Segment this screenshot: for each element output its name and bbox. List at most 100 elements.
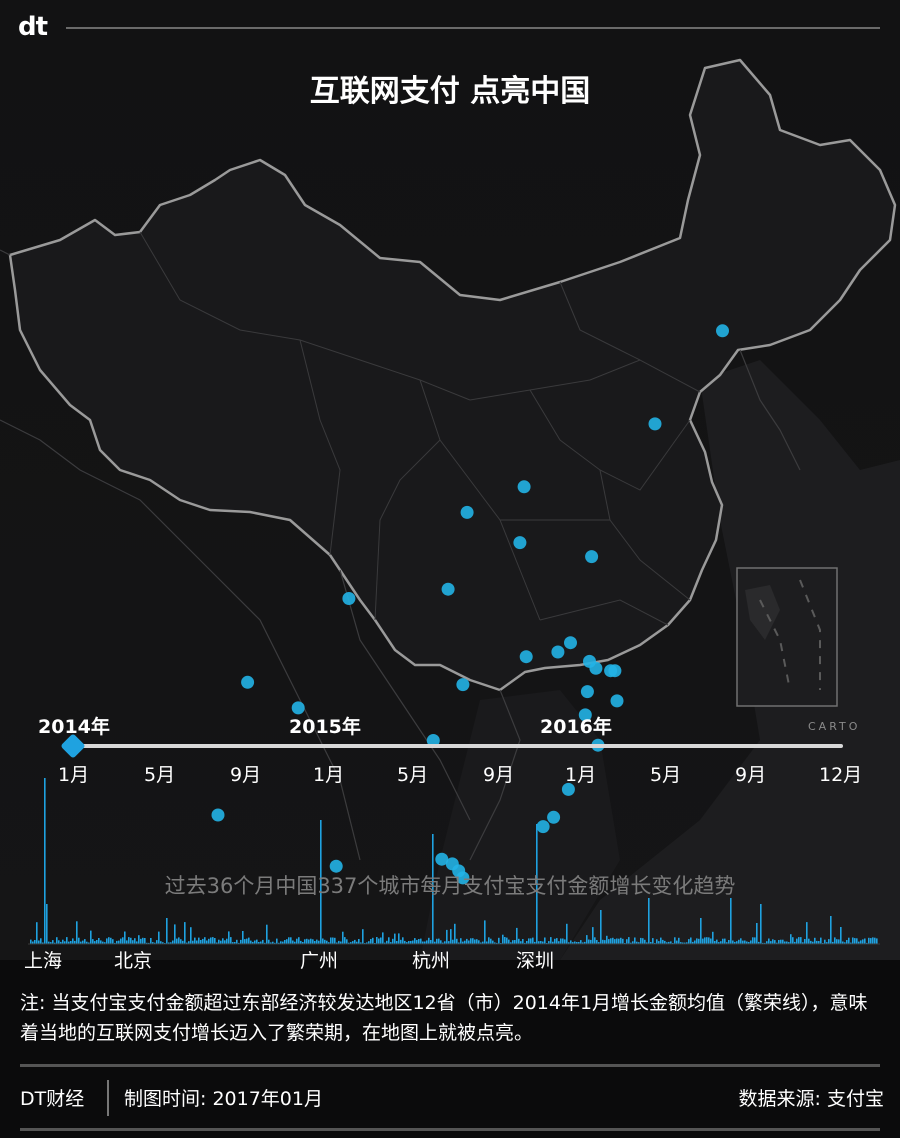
trend-bar — [644, 939, 646, 944]
trend-bar — [586, 935, 588, 944]
city-dot — [551, 645, 565, 659]
city-dot — [329, 859, 343, 873]
trend-bar — [238, 942, 240, 944]
trend-bar — [796, 938, 798, 944]
trend-bar — [290, 937, 292, 944]
trend-bar — [34, 940, 36, 944]
trend-bar — [498, 937, 500, 944]
trend-bar — [676, 940, 678, 944]
trend-bar — [122, 937, 124, 944]
timeline-month-label[interactable]: 1月 — [565, 764, 597, 786]
trend-bar — [664, 940, 666, 944]
timeline-month-label[interactable]: 5月 — [397, 764, 429, 786]
trend-bar — [774, 940, 776, 944]
trend-city-label: 深圳 — [516, 950, 555, 972]
trend-bar — [572, 942, 574, 944]
trend-bar — [588, 939, 590, 944]
trend-bar — [802, 942, 804, 944]
trend-bar — [734, 941, 736, 944]
trend-bar — [226, 938, 228, 944]
trend-bar — [614, 939, 616, 944]
trend-bar — [670, 941, 672, 944]
trend-bar — [214, 938, 216, 944]
trend-bar — [156, 940, 158, 944]
timeline-month-label[interactable]: 5月 — [650, 764, 682, 786]
timeline-month-label[interactable]: 1月 — [313, 764, 345, 786]
trend-bar — [400, 939, 402, 944]
trend-bar — [830, 916, 832, 944]
trend-bar — [598, 942, 600, 944]
trend-bar — [286, 939, 288, 944]
trend-bar — [704, 937, 706, 944]
trend-bar — [550, 937, 552, 944]
trend-bar — [344, 937, 346, 944]
trend-bar — [492, 940, 494, 944]
trend-bar — [114, 942, 116, 944]
trend-bar — [324, 939, 326, 944]
trend-bar — [520, 941, 522, 944]
city-dot — [435, 852, 449, 866]
trend-bar — [832, 941, 834, 944]
trend-bar — [634, 937, 636, 944]
trend-bar — [382, 932, 384, 944]
timeline-track[interactable] — [72, 744, 843, 748]
city-dot — [580, 685, 594, 699]
timeline-month-label[interactable]: 1月 — [58, 764, 90, 786]
trend-bar — [174, 924, 176, 944]
trend-bar — [456, 938, 458, 944]
timeline-month-label[interactable]: 9月 — [735, 764, 767, 786]
trend-city-label: 上海 — [24, 950, 63, 972]
trend-bar — [280, 941, 282, 944]
trend-bar — [600, 910, 602, 944]
nine-dash-line — [759, 579, 821, 691]
trend-bar — [804, 939, 806, 944]
timeline-year-label: 2015年 — [289, 716, 361, 738]
trend-bar — [558, 941, 560, 944]
trend-bar — [128, 937, 130, 944]
trend-bar — [760, 904, 762, 944]
city-dot — [547, 810, 561, 824]
trend-bar — [172, 940, 174, 944]
trend-bar — [580, 940, 582, 944]
trend-bar — [66, 937, 68, 944]
trend-bar — [454, 923, 456, 944]
trend-bar — [696, 938, 698, 944]
trend-bar — [612, 937, 614, 944]
trend-bar — [526, 941, 528, 944]
trend-bar — [118, 940, 120, 944]
trend-bar — [514, 940, 516, 944]
trend-bar — [720, 941, 722, 944]
trend-bar — [828, 939, 830, 944]
footnote: 注: 当支付宝支付金额超过东部经济较发达地区12省（市）2014年1月增长金额均… — [20, 992, 868, 1044]
trend-bar — [516, 927, 518, 944]
trend-bar — [762, 942, 764, 944]
trend-bar — [502, 934, 504, 944]
trend-bar — [568, 942, 570, 944]
trend-bar — [154, 942, 156, 944]
trend-bar — [730, 898, 732, 944]
trend-bar — [788, 942, 790, 944]
trend-bar — [366, 942, 368, 944]
china-map — [0, 0, 900, 960]
trend-bar — [270, 942, 272, 944]
trend-bar — [686, 942, 688, 944]
city-dot — [561, 782, 575, 796]
trend-bar — [32, 941, 34, 944]
timeline-month-label[interactable]: 9月 — [483, 764, 515, 786]
trend-bar — [490, 938, 492, 944]
timeline-month-label[interactable]: 12月 — [819, 764, 863, 786]
timeline-month-label[interactable]: 9月 — [230, 764, 262, 786]
city-dot — [648, 417, 662, 431]
trend-bar — [302, 942, 304, 944]
trend-bar — [722, 938, 724, 944]
trend-bar — [296, 938, 298, 944]
timeline-month-label[interactable]: 5月 — [144, 764, 176, 786]
trend-bar — [130, 937, 132, 944]
trend-bar — [750, 940, 752, 944]
trend-bar — [260, 941, 262, 944]
trend-bar — [356, 941, 358, 944]
trend-bar — [682, 942, 684, 944]
trend-bar — [218, 939, 220, 944]
trend-bar — [714, 941, 716, 944]
trend-bar — [38, 940, 40, 944]
